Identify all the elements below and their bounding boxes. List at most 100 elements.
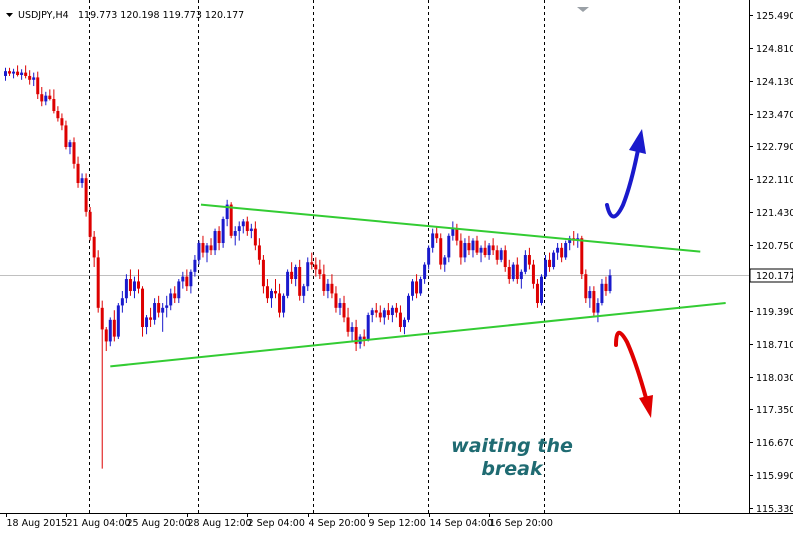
candle-body xyxy=(491,245,495,251)
candle-body xyxy=(346,317,350,332)
x-tick-label: 28 Aug 12:00 xyxy=(188,518,252,529)
candle-body xyxy=(217,231,221,244)
candle-body xyxy=(560,247,564,258)
candle xyxy=(201,235,205,258)
candle xyxy=(334,286,338,313)
x-tick-label: 9 Sep 12:00 xyxy=(369,518,426,529)
candle xyxy=(153,298,157,325)
candle xyxy=(588,286,592,308)
candle-body xyxy=(189,271,193,287)
candle xyxy=(463,238,467,263)
y-tick-label: 121.430 xyxy=(756,208,793,219)
candle xyxy=(350,322,354,342)
candle-body xyxy=(523,255,527,272)
candle-body xyxy=(278,293,282,313)
candle xyxy=(112,310,116,342)
candle-body xyxy=(479,247,483,253)
candle xyxy=(177,279,181,304)
candle-body xyxy=(157,303,161,313)
trendlines xyxy=(110,203,726,368)
candle xyxy=(342,295,346,323)
candle-body xyxy=(96,257,100,308)
candle-body xyxy=(197,243,201,260)
candle-body xyxy=(427,247,431,265)
candle-body xyxy=(544,259,548,277)
candle xyxy=(507,259,511,284)
candle-body xyxy=(342,303,346,318)
candle-body xyxy=(92,236,96,258)
candle xyxy=(52,89,56,114)
candle-body xyxy=(141,288,145,328)
candle xyxy=(604,276,608,296)
shift-marker-icon[interactable] xyxy=(577,7,589,12)
candle xyxy=(84,173,88,217)
candle xyxy=(491,238,495,256)
y-tick-label: 117.350 xyxy=(756,405,793,416)
candle-body xyxy=(120,298,124,306)
candle xyxy=(354,319,358,352)
y-tick-label: 124.130 xyxy=(756,77,793,88)
candle-body xyxy=(451,228,455,236)
candle-body xyxy=(419,279,423,294)
candle-body xyxy=(374,310,378,313)
candle xyxy=(282,293,286,318)
y-tick-label: 119.390 xyxy=(756,307,793,318)
annotation-line-1: waiting the xyxy=(451,435,573,457)
candle-body xyxy=(350,327,354,332)
candle xyxy=(527,247,531,270)
candle-body xyxy=(181,276,185,282)
candle xyxy=(294,264,298,287)
arrow-up-head xyxy=(629,129,646,154)
candle xyxy=(72,137,76,169)
candle xyxy=(181,271,185,289)
candle-body xyxy=(237,226,241,232)
candle-body xyxy=(185,276,189,287)
candle-body xyxy=(487,245,491,256)
candle-body xyxy=(443,257,447,265)
candle-body xyxy=(56,111,60,119)
candle-body xyxy=(36,77,40,95)
candle xyxy=(108,317,112,347)
candle xyxy=(16,65,20,77)
candle-body xyxy=(531,264,535,284)
y-tick-label: 125.490 xyxy=(756,11,793,22)
candle-body xyxy=(527,255,531,265)
candle-body xyxy=(245,221,249,232)
y-tick-label: 124.810 xyxy=(756,44,793,55)
candle xyxy=(197,240,201,265)
candle xyxy=(394,303,398,318)
candle-body xyxy=(471,240,475,251)
candle-body xyxy=(439,238,443,265)
chart-header: USDJPY,H4 119.773 120.198 119.773 120.17… xyxy=(6,10,244,21)
candle xyxy=(548,252,552,272)
candle-body xyxy=(475,240,479,253)
candle-body xyxy=(338,303,342,308)
candle-body xyxy=(124,279,128,299)
candle-body xyxy=(398,312,402,328)
x-tick-label: 16 Sep 20:00 xyxy=(490,518,553,529)
x-tick-label: 2 Sep 04:00 xyxy=(248,518,305,529)
candle xyxy=(310,252,314,270)
candle xyxy=(169,288,173,311)
candle-body xyxy=(568,238,572,244)
candle xyxy=(80,173,84,188)
candle xyxy=(511,262,515,282)
ohlc-label: 119.773 120.198 119.773 120.177 xyxy=(78,10,244,21)
candle xyxy=(447,233,451,263)
candle-body xyxy=(201,243,205,253)
candle-body xyxy=(100,307,104,330)
candle-body xyxy=(306,262,310,287)
candle-body xyxy=(257,245,261,260)
candle-body xyxy=(177,281,181,299)
candle xyxy=(596,298,600,323)
candle xyxy=(483,240,487,258)
y-tick-label: 123.470 xyxy=(756,110,793,121)
candle-body xyxy=(169,293,173,306)
candle xyxy=(487,243,491,260)
x-tick-label: 4 Sep 20:00 xyxy=(309,518,366,529)
triangle-down-icon[interactable] xyxy=(6,13,13,17)
candle xyxy=(76,156,80,188)
